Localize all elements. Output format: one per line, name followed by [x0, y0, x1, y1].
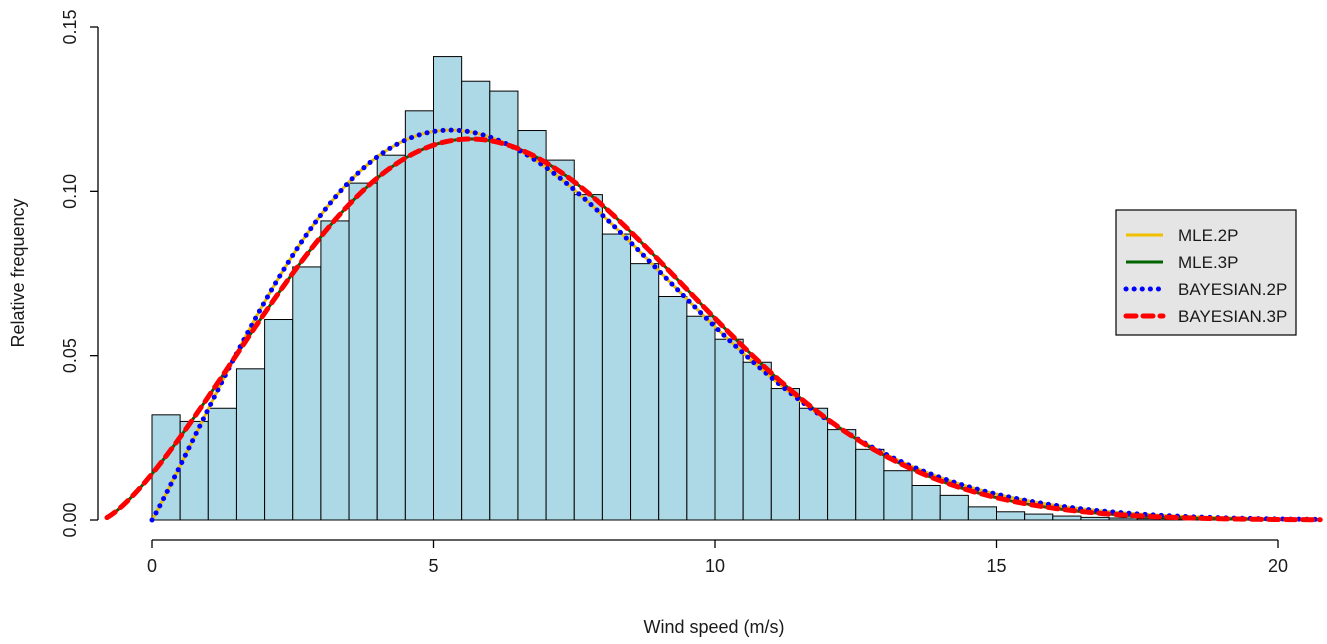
histogram-bar	[855, 448, 885, 521]
histogram-bar	[883, 470, 913, 521]
histogram-bar	[404, 110, 435, 521]
density-curve-bayesian-2p	[149, 127, 1323, 523]
histogram-bar	[686, 315, 716, 521]
histogram-bar	[714, 338, 744, 521]
density-curves	[104, 127, 1323, 523]
histogram-bar	[320, 220, 350, 521]
histogram-bar	[911, 484, 941, 521]
y-ticks: 0.00 0.05 0.10 0.15	[60, 9, 98, 538]
x-tick-label: 5	[428, 556, 438, 576]
histogram-bar	[235, 368, 266, 521]
y-axis-label: Relative frequency	[8, 198, 28, 347]
y-tick-label: 0.05	[60, 338, 80, 373]
histogram-bar	[489, 90, 519, 521]
histogram-bar	[207, 407, 237, 521]
histogram-bar	[433, 56, 463, 521]
legend-label: MLE.2P	[1178, 226, 1238, 245]
density-curve-bayesian-3p	[104, 136, 1323, 523]
histogram-bar	[573, 194, 603, 521]
histogram-bar	[827, 429, 857, 521]
histogram-bar	[798, 407, 829, 521]
x-tick-label: 15	[986, 556, 1006, 576]
x-tick-label: 20	[1268, 556, 1288, 576]
y-tick-label: 0.00	[60, 502, 80, 537]
histogram-bar	[461, 80, 491, 521]
histogram-bar	[996, 511, 1026, 521]
histogram-bar	[545, 159, 575, 521]
legend: MLE.2P MLE.3P BAYESIAN.2P BAYESIAN.3P	[1115, 209, 1297, 336]
histogram-bar	[1052, 515, 1082, 521]
legend-label: BAYESIAN.2P	[1178, 280, 1287, 299]
x-tick-label: 10	[705, 556, 725, 576]
x-tick-label: 0	[147, 556, 157, 576]
histogram-bar	[658, 296, 688, 521]
legend-label: BAYESIAN.3P	[1178, 307, 1287, 326]
histogram-bar	[376, 154, 406, 521]
histogram-bar	[967, 506, 997, 521]
x-axis: 0 5 10 15 20	[147, 539, 1288, 576]
histogram-bar	[517, 130, 547, 521]
x-ticks: 0 5 10 15 20	[147, 540, 1288, 576]
histogram-bar	[292, 266, 322, 521]
histogram-bar	[1024, 513, 1054, 521]
histogram-bar	[264, 319, 294, 521]
legend-label: MLE.3P	[1178, 253, 1238, 272]
histogram-bar	[742, 361, 772, 521]
histogram-bar	[630, 263, 660, 521]
y-axis: 0.00 0.05 0.10 0.15	[60, 9, 99, 538]
x-axis-label: Wind speed (m/s)	[643, 617, 784, 637]
y-tick-label: 0.15	[60, 9, 80, 44]
histogram-bar	[348, 182, 378, 521]
histogram-bar	[939, 494, 969, 521]
histogram-bar	[601, 233, 632, 521]
y-tick-label: 0.10	[60, 174, 80, 209]
legend-items: MLE.2P MLE.3P BAYESIAN.2P BAYESIAN.3P	[1123, 226, 1287, 326]
histogram-bar	[770, 388, 800, 521]
